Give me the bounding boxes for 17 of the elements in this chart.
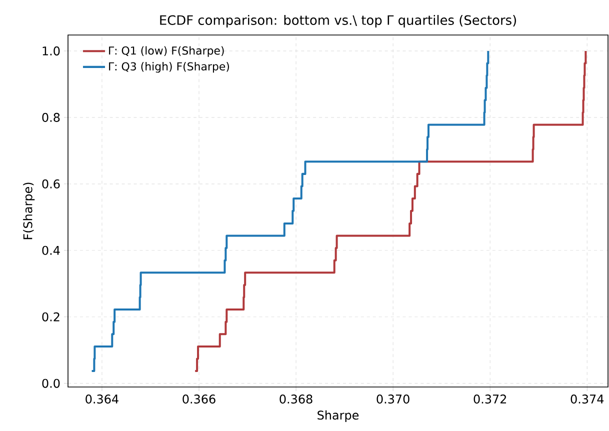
x-tick-label: 0.374	[570, 394, 604, 404]
legend-label: Γ: Q3 (high) F(Sharpe)	[109, 62, 229, 73]
x-tick-label: 0.366	[182, 394, 216, 404]
legend-label: Γ: Q1 (low) F(Sharpe)	[109, 46, 224, 57]
x-tick-label: 0.372	[474, 394, 506, 404]
x-tick-label: 0.368	[280, 394, 312, 404]
y-axis-title: F(Sharpe)	[23, 182, 35, 240]
x-tick-label: 0.370	[376, 394, 410, 404]
x-tick-label: 0.364	[86, 394, 118, 404]
y-tick-label: 0.4	[42, 246, 60, 255]
y-tick-label: 0.8	[42, 112, 60, 122]
y-tick-label: 1.0	[42, 46, 60, 56]
y-tick-label: 0.2	[42, 312, 60, 322]
x-axis-title: Sharpe	[318, 410, 359, 422]
chart-title: ECDF comparison: bottom vs.\ top Γ quartiles (Sectors)	[160, 14, 516, 28]
y-tick-label: 0.6	[42, 179, 60, 188]
y-tick-label: 0.0	[42, 378, 60, 388]
